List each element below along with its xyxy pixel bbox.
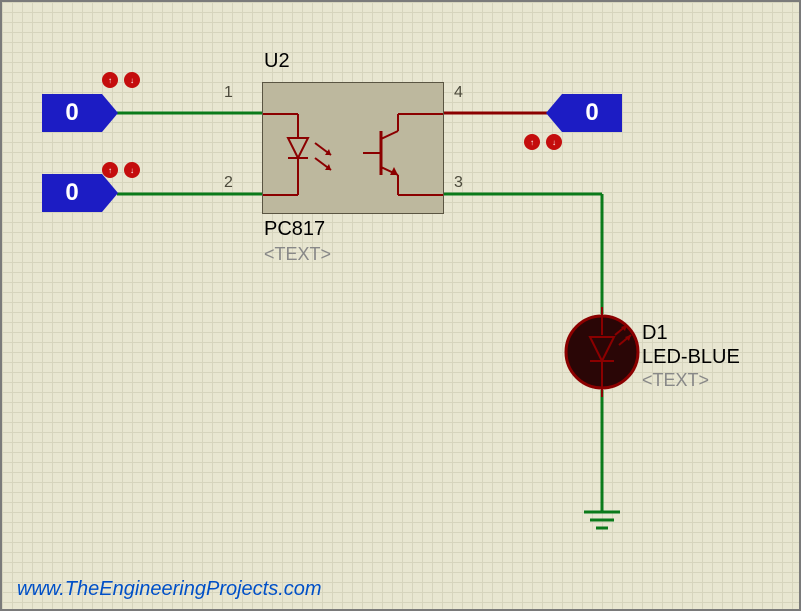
led-ref-label: D1	[642, 322, 668, 345]
pin-4-label: 4	[454, 84, 463, 102]
indicator-dot-icon[interactable]: ↓	[124, 162, 140, 178]
indicator-dot-icon[interactable]: ↑	[524, 134, 540, 150]
indicator-dot-icon[interactable]: ↓	[546, 134, 562, 150]
logic-state-in1[interactable]: 0	[42, 94, 102, 132]
logic-state-out4[interactable]: 0	[562, 94, 622, 132]
logic-state-in2[interactable]: 0	[42, 174, 102, 212]
logic-value: 0	[585, 99, 598, 127]
led-part-label: LED-BLUE	[642, 346, 740, 369]
pin-3-label: 3	[454, 174, 463, 192]
optocoupler-subtext: <TEXT>	[264, 244, 331, 265]
pin-2-label: 2	[224, 174, 233, 192]
watermark-text: www.TheEngineeringProjects.com	[17, 578, 322, 601]
component-optocoupler[interactable]	[262, 82, 444, 214]
led-subtext: <TEXT>	[642, 370, 709, 391]
logic-value: 0	[65, 99, 78, 127]
component-led[interactable]	[557, 307, 647, 397]
indicator-dot-icon[interactable]: ↑	[102, 162, 118, 178]
indicator-dot-icon[interactable]: ↑	[102, 72, 118, 88]
schematic-canvas: U2 PC817 <TEXT> 1 2 3 4 0 0 0 ↑ ↓ ↑ ↓ ↑ …	[0, 0, 801, 611]
optocoupler-internal-icon	[263, 83, 443, 213]
indicator-dot-icon[interactable]: ↓	[124, 72, 140, 88]
optocoupler-part-label: PC817	[264, 218, 325, 241]
optocoupler-ref-label: U2	[264, 50, 290, 73]
logic-value: 0	[65, 179, 78, 207]
pin-1-label: 1	[224, 84, 233, 102]
